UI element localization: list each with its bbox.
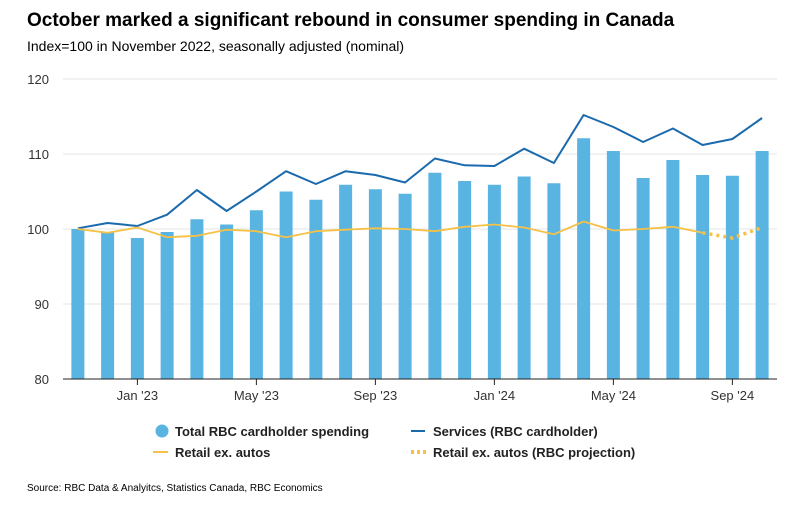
line-series-2 — [77, 220, 703, 239]
bar — [249, 210, 263, 379]
legend-label-projection: Retail ex. autos (RBC projection) — [433, 445, 635, 460]
y-tick-label: 120 — [27, 72, 49, 87]
bar — [458, 181, 472, 379]
bar — [398, 193, 412, 379]
bar — [636, 178, 650, 379]
bar — [547, 183, 561, 379]
line-series — [77, 114, 763, 240]
chart-title: October marked a significant rebound in … — [27, 10, 675, 31]
bar — [368, 189, 382, 379]
legend: Total RBC cardholder spending Services (… — [153, 424, 635, 460]
bar — [279, 191, 293, 379]
x-tick-label: Jan '23 — [117, 388, 159, 403]
bar — [755, 151, 769, 379]
bar — [309, 199, 323, 379]
legend-label-services: Services (RBC cardholder) — [433, 424, 598, 439]
x-tick-label: Jan '24 — [474, 388, 516, 403]
x-tick-label: Sep '23 — [354, 388, 398, 403]
x-tick-label: May '23 — [234, 388, 279, 403]
legend-label-retail: Retail ex. autos — [175, 445, 270, 460]
bar — [577, 138, 591, 379]
grid-lines — [63, 78, 777, 305]
bar — [190, 219, 204, 379]
chart-subtitle: Index=100 in November 2022, seasonally a… — [27, 38, 405, 54]
bar — [339, 184, 353, 379]
legend-label-total: Total RBC cardholder spending — [175, 424, 369, 439]
bar — [666, 160, 680, 379]
y-axis-ticks: 80 90 100 110 120 — [27, 72, 49, 387]
bar — [428, 172, 442, 379]
line-series-1 — [77, 114, 763, 230]
y-tick-label: 90 — [35, 297, 49, 312]
y-tick-label: 100 — [27, 222, 49, 237]
bar — [220, 224, 234, 379]
x-tick-label: Sep '24 — [711, 388, 755, 403]
x-tick-label: May '24 — [591, 388, 636, 403]
bar — [517, 176, 531, 379]
line-series-3 — [702, 225, 763, 240]
bar — [71, 229, 85, 379]
bar — [696, 175, 710, 379]
bar — [487, 184, 501, 379]
bar-series-total — [71, 138, 769, 379]
bar — [160, 232, 174, 379]
legend-swatch-total — [155, 424, 169, 438]
y-tick-label: 80 — [35, 372, 49, 387]
bar — [606, 151, 620, 379]
y-tick-label: 110 — [28, 147, 49, 162]
bar — [130, 238, 144, 379]
bar — [725, 175, 739, 379]
source-note: Source: RBC Data & Analyitcs, Statistics… — [27, 483, 323, 494]
x-axis-ticks: Jan '23 May '23 Sep '23 Jan '24 May '24 Sep '… — [117, 379, 755, 403]
bar — [101, 232, 115, 379]
